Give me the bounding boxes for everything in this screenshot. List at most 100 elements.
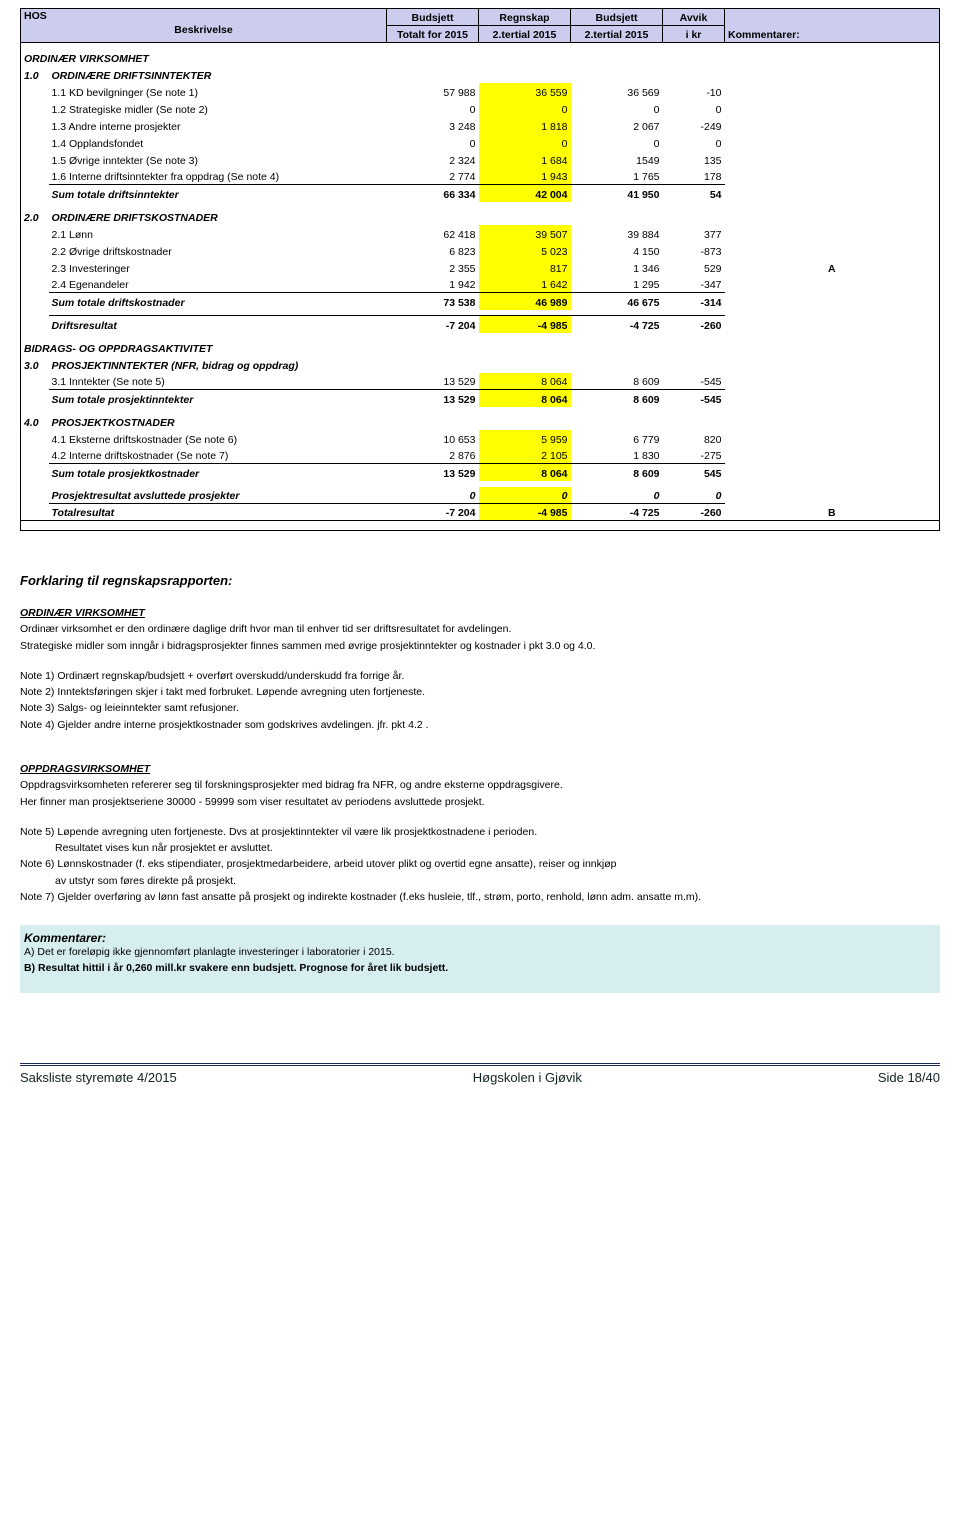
r13-c2: 1 818: [479, 117, 571, 134]
r22-c3: 4 150: [571, 242, 663, 259]
drift-label: Driftsresultat: [49, 316, 387, 333]
r11-c3: 36 569: [571, 83, 663, 100]
sum-1: Sum totale driftsinntekter66 33442 00441…: [21, 185, 940, 202]
sum3-c3: 8 609: [571, 390, 663, 407]
col-avvik: Avvik: [663, 9, 725, 26]
row-2-1: 2.1 Lønn62 41839 50739 884377: [21, 225, 940, 242]
g3-num: 3.0: [21, 356, 49, 373]
note-5: Note 5) Løpende avregning uten fortjenes…: [20, 824, 940, 840]
r24-label: 2.4 Egenandeler: [49, 276, 387, 293]
sum-3: Sum totale prosjektinntekter13 5298 0648…: [21, 390, 940, 407]
sum2-label: Sum totale driftskostnader: [49, 293, 387, 310]
r22-c4: -873: [663, 242, 725, 259]
drift-c2: -4 985: [479, 316, 571, 333]
tot-k: B: [725, 504, 940, 521]
r41-c3: 6 779: [571, 430, 663, 447]
header-row-1: HOS Beskrivelse Budsjett Regnskap Budsje…: [21, 9, 940, 26]
comment-b: B) Resultat hittil i år 0,260 mill.kr sv…: [24, 961, 936, 977]
sum1-c3: 41 950: [571, 185, 663, 202]
drift-c1: -7 204: [387, 316, 479, 333]
r42-c2: 2 105: [479, 447, 571, 464]
r15-c3: 1549: [571, 151, 663, 168]
col-budsjett2: Budsjett: [571, 9, 663, 26]
r24-c4: -347: [663, 276, 725, 293]
row-4-1: 4.1 Eksterne driftskostnader (Se note 6)…: [21, 430, 940, 447]
expl-p1: Ordinær virksomhet er den ordinære dagli…: [20, 621, 940, 637]
g2-title: ORDINÆRE DRIFTSKOSTNADER: [49, 208, 387, 225]
r14-c4: 0: [663, 134, 725, 151]
sum4-c4: 545: [663, 464, 725, 481]
g4-title: PROSJEKTKOSTNADER: [49, 413, 387, 430]
row-1-4: 1.4 Opplandsfondet0000: [21, 134, 940, 151]
r12-label: 1.2 Strategiske midler (Se note 2): [49, 100, 387, 117]
pros-c2: 0: [479, 487, 571, 504]
col-budsjett2-sub: 2.tertial 2015: [571, 26, 663, 43]
r11-c2: 36 559: [479, 83, 571, 100]
footer-center: Høgskolen i Gjøvik: [473, 1070, 582, 1085]
note-6: Note 6) Lønnskostnader (f. eks stipendia…: [20, 856, 940, 872]
sum1-c4: 54: [663, 185, 725, 202]
sum2-c4: -314: [663, 293, 725, 310]
page-footer: Saksliste styremøte 4/2015 Høgskolen i G…: [20, 1063, 940, 1085]
sum4-label: Sum totale prosjektkostnader: [49, 464, 387, 481]
r41-c2: 5 959: [479, 430, 571, 447]
r12-c4: 0: [663, 100, 725, 117]
sum1-c2: 42 004: [479, 185, 571, 202]
r22-c1: 6 823: [387, 242, 479, 259]
r23-k: A: [725, 259, 940, 276]
r42-label: 4.2 Interne driftskostnader (Se note 7): [49, 447, 387, 464]
row-1-5: 1.5 Øvrige inntekter (Se note 3)2 3241 6…: [21, 151, 940, 168]
tot-c3: -4 725: [571, 504, 663, 521]
expl-h2: OPPDRAGSVIRKSOMHET: [20, 761, 940, 777]
note-5b: Resultatet vises kun når prosjektet er a…: [20, 840, 940, 856]
tot-c2: -4 985: [479, 504, 571, 521]
r16-c3: 1 765: [571, 168, 663, 185]
sum2-c3: 46 675: [571, 293, 663, 310]
comment-a: A) Det er foreløpig ikke gjennomført pla…: [24, 945, 936, 961]
g1-title: ORDINÆRE DRIFTSINNTEKTER: [49, 66, 387, 83]
row-1-2: 1.2 Strategiske midler (Se note 2)0000: [21, 100, 940, 117]
r15-c1: 2 324: [387, 151, 479, 168]
row-2-2: 2.2 Øvrige driftskostnader6 8235 0234 15…: [21, 242, 940, 259]
r24-c3: 1 295: [571, 276, 663, 293]
row-4-2: 4.2 Interne driftskostnader (Se note 7) 2…: [21, 447, 940, 464]
r22-c2: 5 023: [479, 242, 571, 259]
note-3: Note 3) Salgs- og leieinntekter samt ref…: [20, 700, 940, 716]
comments-box: Kommentarer: A) Det er foreløpig ikke gj…: [20, 925, 940, 993]
expl-title: Forklaring til regnskapsrapporten:: [20, 571, 940, 591]
sum4-c1: 13 529: [387, 464, 479, 481]
row-1-1: 1.1 KD bevilgninger (Se note 1)57 98836 …: [21, 83, 940, 100]
sum2-c1: 73 538: [387, 293, 479, 310]
row-1-6: 1.6 Interne driftsinntekter fra oppdrag …: [21, 168, 940, 185]
col-kommentar: Kommentarer:: [725, 9, 940, 43]
expl-h1: ORDINÆR VIRKSOMHET: [20, 605, 940, 621]
expl-p3: Oppdragsvirksomheten refererer seg til f…: [20, 777, 940, 793]
col-regnskap: Regnskap: [479, 9, 571, 26]
row-2-3: 2.3 Investeringer2 3558171 346529A: [21, 259, 940, 276]
r42-c4: -275: [663, 447, 725, 464]
tot-label: Totalresultat: [49, 504, 387, 521]
sum3-c2: 8 064: [479, 390, 571, 407]
r14-label: 1.4 Opplandsfondet: [49, 134, 387, 151]
r16-label: 1.6 Interne driftsinntekter fra oppdrag …: [49, 168, 387, 185]
r23-c2: 817: [479, 259, 571, 276]
comments-title: Kommentarer:: [24, 931, 936, 945]
g3-title: PROSJEKTINNTEKTER (NFR, bidrag og oppdra…: [49, 356, 387, 373]
r11-c1: 57 988: [387, 83, 479, 100]
r12-c1: 0: [387, 100, 479, 117]
section-ordinaer: ORDINÆR VIRKSOMHET: [21, 49, 387, 66]
r14-c3: 0: [571, 134, 663, 151]
note-2: Note 2) Inntektsføringen skjer i takt me…: [20, 684, 940, 700]
pros-c3: 0: [571, 487, 663, 504]
r12-c3: 0: [571, 100, 663, 117]
drift-c3: -4 725: [571, 316, 663, 333]
r21-c4: 377: [663, 225, 725, 242]
r14-c2: 0: [479, 134, 571, 151]
col-beskrivelse: Beskrivelse: [24, 24, 383, 36]
r16-c4: 178: [663, 168, 725, 185]
r31-label: 3.1 Inntekter (Se note 5): [49, 373, 387, 390]
r13-c1: 3 248: [387, 117, 479, 134]
r21-c2: 39 507: [479, 225, 571, 242]
r21-label: 2.1 Lønn: [49, 225, 387, 242]
r11-c4: -10: [663, 83, 725, 100]
